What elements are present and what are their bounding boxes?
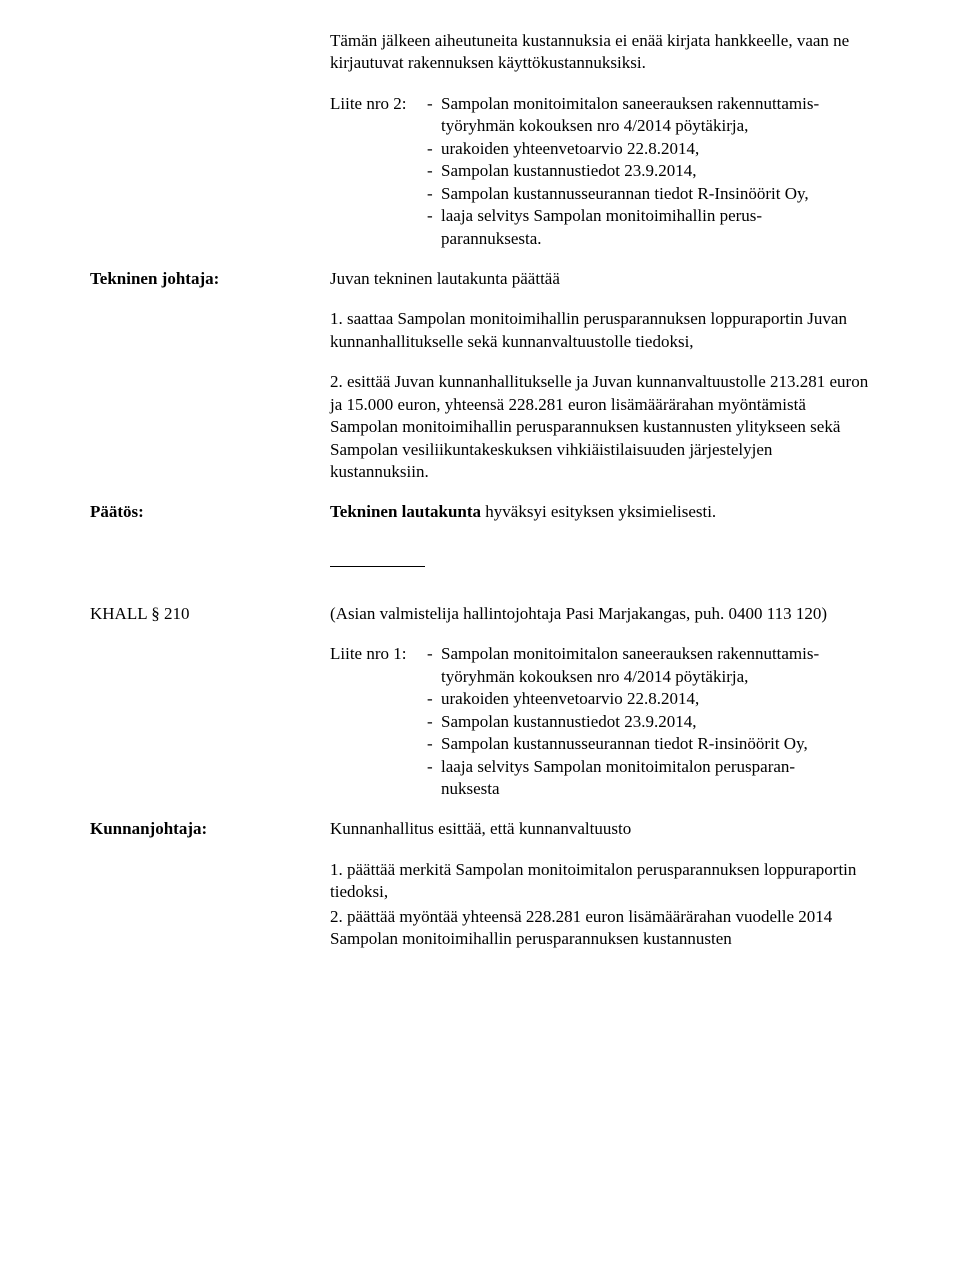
- dash-icon: -: [427, 93, 441, 115]
- attachment-2-item: parannuksesta.: [441, 228, 542, 250]
- paatos-bold: Tekninen lautakunta: [330, 502, 481, 521]
- dash-icon: -: [427, 688, 441, 710]
- attachment-2-label: Liite nro 2:: [330, 93, 427, 115]
- dash-icon: -: [427, 756, 441, 778]
- attachment-1-item: Sampolan monitoimitalon saneerauksen rak…: [441, 643, 870, 665]
- tekninen-item-2: 2. esittää Juvan kunnanhallitukselle ja …: [330, 371, 870, 483]
- attachment-2-item: työryhmän kokouksen nro 4/2014 pöytäkirj…: [441, 115, 748, 137]
- attachment-1-label: Liite nro 1:: [330, 643, 427, 665]
- attachment-1-item: työryhmän kokouksen nro 4/2014 pöytäkirj…: [441, 666, 748, 688]
- attachment-1-item: laaja selvitys Sampolan monitoimitalon p…: [441, 756, 795, 778]
- khall-text: (Asian valmistelija hallintojohtaja Pasi…: [330, 603, 870, 625]
- dash-icon: -: [427, 205, 441, 227]
- dash-icon: -: [427, 138, 441, 160]
- attachment-2-item: urakoiden yhteenvetoarvio 22.8.2014,: [441, 138, 699, 160]
- paatos-label: Päätös:: [90, 501, 330, 523]
- tekninen-johtaja-label: Tekninen johtaja:: [90, 268, 330, 290]
- separator-rule: [330, 566, 425, 567]
- tekninen-johtaja-intro: Juvan tekninen lautakunta päättää: [330, 268, 870, 290]
- kunnanjohtaja-item-2: 2. päättää myöntää yhteensä 228.281 euro…: [330, 906, 870, 951]
- dash-icon: -: [427, 643, 441, 665]
- attachment-1-item: Sampolan kustannustiedot 23.9.2014,: [441, 711, 696, 733]
- tekninen-item-1: 1. saattaa Sampolan monitoimihallin peru…: [330, 308, 870, 353]
- kunnanjohtaja-item-1: 1. päättää merkitä Sampolan monitoimital…: [330, 859, 870, 904]
- paatos-text: Tekninen lautakunta hyväksyi esityksen y…: [330, 501, 870, 523]
- attachment-2-item: laaja selvitys Sampolan monitoimihallin …: [441, 205, 762, 227]
- dash-icon: -: [427, 733, 441, 755]
- attachment-2-item: Sampolan kustannustiedot 23.9.2014,: [441, 160, 696, 182]
- attachment-1-block: Liite nro 1: - Sampolan monitoimitalon s…: [330, 643, 870, 800]
- attachment-2-item: Sampolan kustannusseurannan tiedot R-Ins…: [441, 183, 809, 205]
- attachment-1-item: urakoiden yhteenvetoarvio 22.8.2014,: [441, 688, 699, 710]
- kunnanjohtaja-label: Kunnanjohtaja:: [90, 818, 330, 840]
- dash-icon: -: [427, 183, 441, 205]
- paatos-rest: hyväksyi esityksen yksimielisesti.: [481, 502, 716, 521]
- kunnanjohtaja-intro: Kunnanhallitus esittää, että kunnanvaltu…: [330, 818, 870, 840]
- attachment-1-item: nuksesta: [441, 778, 500, 800]
- document-page: Tämän jälkeen aiheutuneita kustannuksia …: [0, 0, 960, 1282]
- attachment-1-item: Sampolan kustannusseurannan tiedot R-ins…: [441, 733, 808, 755]
- khall-label: KHALL § 210: [90, 603, 330, 625]
- dash-icon: -: [427, 711, 441, 733]
- dash-icon: -: [427, 160, 441, 182]
- attachment-2-item: Sampolan monitoimitalon saneerauksen rak…: [441, 93, 870, 115]
- paragraph-intro: Tämän jälkeen aiheutuneita kustannuksia …: [330, 30, 870, 75]
- attachment-2-block: Liite nro 2: - Sampolan monitoimitalon s…: [330, 93, 870, 250]
